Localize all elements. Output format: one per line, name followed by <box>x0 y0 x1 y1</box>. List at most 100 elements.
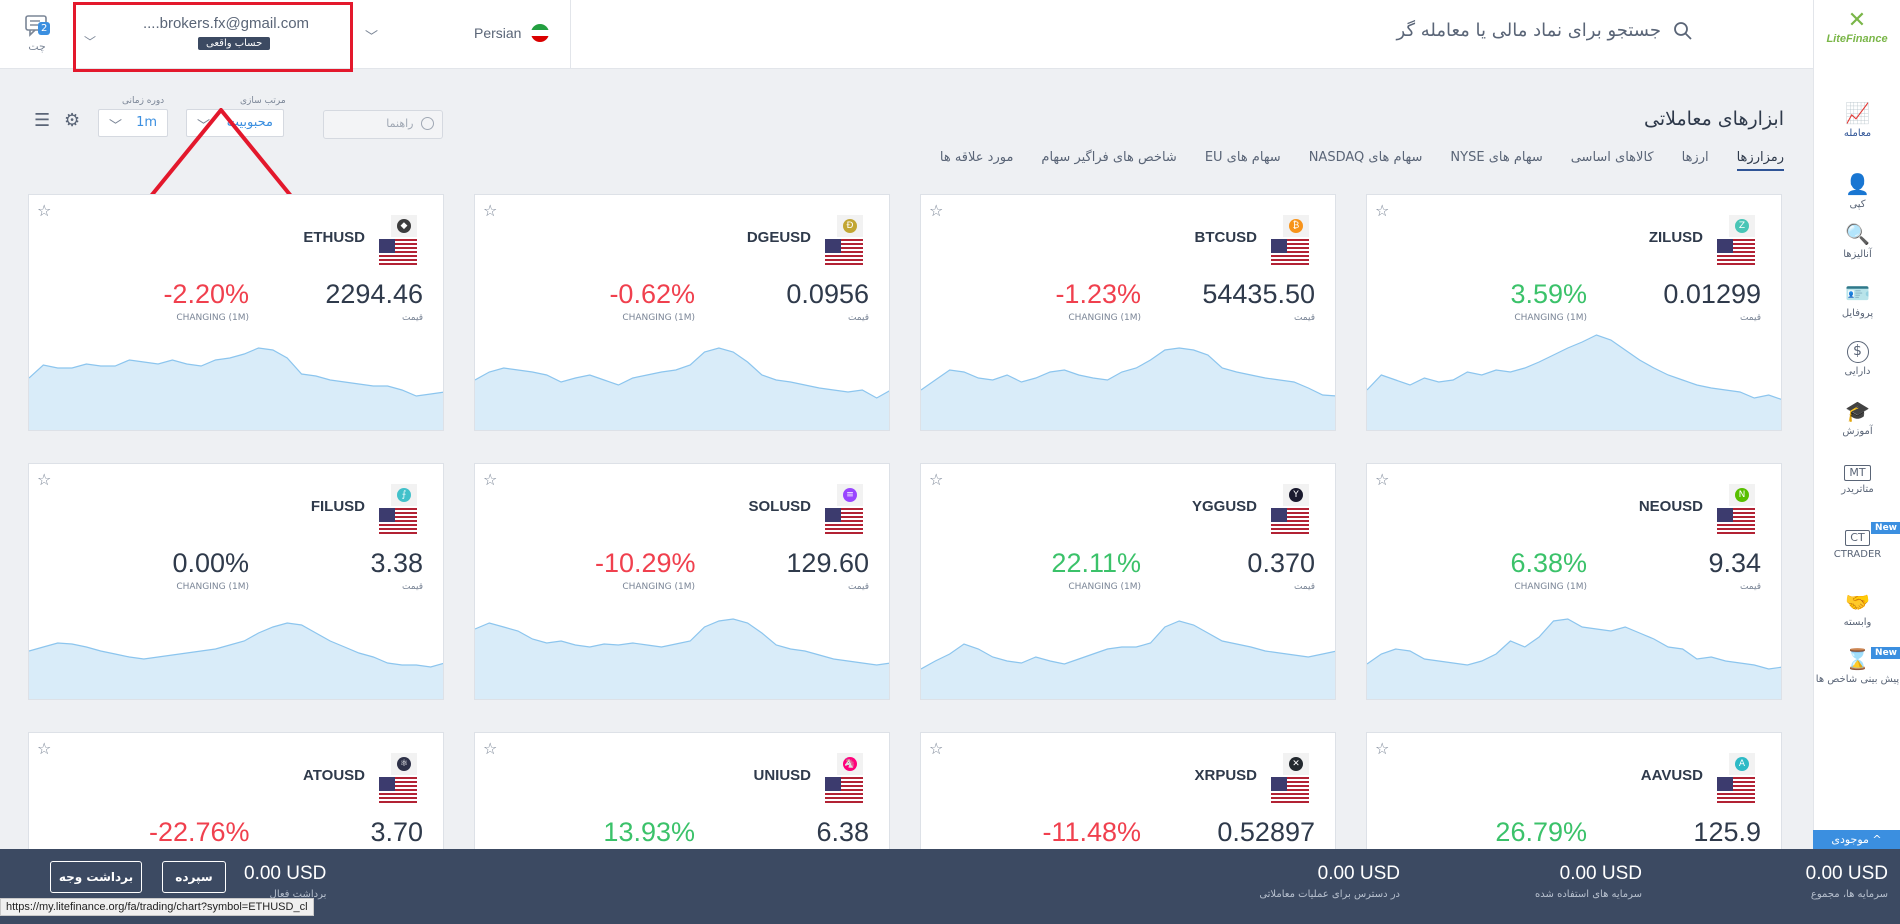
period-select[interactable]: ﹀ 1m <box>98 109 168 137</box>
star-icon[interactable]: ☆ <box>483 201 498 220</box>
tab-3[interactable]: سهام های NYSE <box>1450 150 1543 165</box>
instrument-change: -22.76% <box>149 817 250 847</box>
star-icon[interactable]: ☆ <box>483 470 498 489</box>
us-flag-icon <box>825 777 863 803</box>
guide-button[interactable]: راهنما <box>323 110 443 139</box>
instrument-symbol: SOLUSD <box>748 498 811 515</box>
deposit-button[interactable]: سپرده <box>162 861 226 893</box>
account-dropdown-chevron-icon[interactable]: ﹀ <box>365 30 379 45</box>
coin-glyph: ✕ <box>1289 757 1303 771</box>
nav-item-5[interactable]: 🎓 آموزش <box>1814 399 1900 437</box>
star-icon[interactable]: ☆ <box>37 470 52 489</box>
nav-item-8[interactable]: 🤝 وابسته <box>1814 590 1900 628</box>
nav-item-6[interactable]: MT متاتریدر <box>1814 457 1900 495</box>
education-icon: 🎓 <box>1845 399 1870 423</box>
nav-item-4[interactable]: $ دارایی <box>1814 341 1900 377</box>
stat-total: 0.00 USD سرمایه ها، مجموع <box>1806 863 1888 900</box>
star-icon[interactable]: ☆ <box>929 739 944 758</box>
sparkline-chart <box>921 620 1335 699</box>
star-icon[interactable]: ☆ <box>1375 470 1390 489</box>
star-icon[interactable]: ☆ <box>1375 739 1390 758</box>
stat-available-value: 0.00 USD <box>1317 863 1400 884</box>
tab-4[interactable]: سهام های NASDAQ <box>1308 150 1423 165</box>
instrument-symbol: FILUSD <box>310 498 365 515</box>
change-label: CHANGING (1M) <box>176 313 249 323</box>
instrument-change: -10.29% <box>595 548 696 578</box>
instrument-card[interactable]: ☆ YGGUSD Y 0.370 قیمت 22.11% CHANGING (1M) <box>920 463 1336 700</box>
nav-item-label: آنالیزها <box>1843 249 1872 260</box>
star-icon[interactable]: ☆ <box>1375 201 1390 220</box>
logo[interactable]: ✕ LiteFinance <box>1813 0 1900 69</box>
coin-glyph: 🦄 <box>843 757 857 771</box>
balance-toggle[interactable]: موجودی ^ <box>1813 830 1900 849</box>
tab-7[interactable]: مورد علاقه ها <box>939 150 1014 165</box>
sparkline-area <box>1367 619 1781 699</box>
tab-1[interactable]: ارزها <box>1681 150 1709 165</box>
us-flag-icon <box>1717 777 1755 803</box>
coin-icon: ⚛ <box>391 753 417 775</box>
nav-item-2[interactable]: 🔍 آنالیزها <box>1814 222 1900 260</box>
nav-item-7[interactable]: CT CTRADER New <box>1814 522 1900 560</box>
chat-label: چت <box>28 40 46 53</box>
nav-item-0[interactable]: 📈 معامله <box>1814 101 1900 139</box>
change-label: CHANGING (1M) <box>1514 582 1587 592</box>
right-nav: 📈 معامله 👤 کپی 🔍 آنالیزها 🪪 پروفایل $ دارایی 🎓 آموز… <box>1813 69 1900 924</box>
star-icon[interactable]: ☆ <box>483 739 498 758</box>
coin-icon: Ð <box>837 215 863 237</box>
search-icon <box>1674 21 1692 40</box>
language-selector[interactable]: Persian <box>474 24 550 42</box>
price-label: قیمت <box>1293 313 1315 323</box>
instrument-card[interactable]: ☆ SOLUSD ≡ 129.60 قیمت -10.29% CHANGING (1M) <box>474 463 890 700</box>
withdraw-button[interactable]: برداشت وجه <box>50 861 142 893</box>
star-icon[interactable]: ☆ <box>37 739 52 758</box>
star-icon[interactable]: ☆ <box>929 470 944 489</box>
us-flag-icon <box>1271 777 1309 803</box>
us-flag-icon <box>379 239 417 265</box>
coin-icon: Y <box>1283 484 1309 506</box>
tab-6[interactable]: شاخص های فراگیر سهام <box>1041 150 1177 165</box>
coin-icon: ≡ <box>837 484 863 506</box>
instrument-change: 3.59% <box>1510 279 1587 309</box>
us-flag-icon <box>1271 239 1309 265</box>
coin-icon: ◆ <box>391 215 417 237</box>
us-flag-icon <box>379 777 417 803</box>
chart-trade-icon: 📈 <box>1845 101 1870 125</box>
stat-pending-value: 0.00 USD <box>244 863 327 884</box>
coin-glyph: Z <box>1735 219 1749 233</box>
price-label: قیمت <box>1739 582 1761 592</box>
instrument-card[interactable]: ☆ NEOUSD N 9.34 قیمت 6.38% CHANGING (1M) <box>1366 463 1782 700</box>
star-icon[interactable]: ☆ <box>929 201 944 220</box>
search-input[interactable]: جستجو برای نماد مالی یا معامله گر <box>1396 20 1661 41</box>
nav-item-label: معامله <box>1843 128 1872 139</box>
chat-button[interactable]: 2 چت <box>14 14 60 60</box>
nav-item-9[interactable]: ⌛ پیش بینی شاخص ها New <box>1814 647 1900 685</box>
list-view-icon[interactable]: ☰ <box>34 110 51 131</box>
instrument-card[interactable]: ☆ FILUSD ⨍ 3.38 قیمت 0.00% CHANGING (1M) <box>28 463 444 700</box>
page-title: ابزارهای معاملاتی <box>1644 108 1784 130</box>
search-bar[interactable]: جستجو برای نماد مالی یا معامله گر <box>1397 20 1693 41</box>
sparkline-line <box>29 622 443 668</box>
instrument-card[interactable]: ☆ DGEUSD Ð 0.0956 قیمت -0.62% CHANGING (1M) <box>474 194 890 431</box>
sparkline-area <box>475 619 889 699</box>
instrument-card[interactable]: ☆ ETHUSD ◆ 2294.46 قیمت -2.20% CHANGING (1M) <box>28 194 444 431</box>
us-flag-icon <box>1717 508 1755 534</box>
instrument-card[interactable]: ☆ ZILUSD Z 0.01299 قیمت 3.59% CHANGING (1M) <box>1366 194 1782 431</box>
coin-icon: N <box>1729 484 1755 506</box>
sparkline-chart <box>29 622 443 699</box>
instrument-symbol: DGEUSD <box>746 229 811 246</box>
gear-icon[interactable]: ⚙ <box>64 110 81 131</box>
sparkline-chart <box>475 618 889 699</box>
tab-5[interactable]: سهام های EU <box>1204 150 1281 165</box>
sparkline-line <box>921 620 1335 670</box>
instrument-symbol: ZILUSD <box>1648 229 1703 246</box>
nav-item-3[interactable]: 🪪 پروفایل <box>1814 281 1900 319</box>
tab-0[interactable]: رمزارزها <box>1736 150 1784 171</box>
nav-item-1[interactable]: 👤 کپی <box>1814 172 1900 210</box>
change-label: CHANGING (1M) <box>1068 313 1141 323</box>
instrument-change: 6.38% <box>1510 548 1587 578</box>
price-label: قیمت <box>401 313 423 323</box>
account-selector[interactable]: ﹀ ....brokers.fx@gmail.com حساب واقعی <box>73 2 353 72</box>
instrument-card[interactable]: ☆ BTCUSD ₿ 54435.50 قیمت -1.23% CHANGING (1M) <box>920 194 1336 431</box>
star-icon[interactable]: ☆ <box>37 201 52 220</box>
tab-2[interactable]: کالاهای اساسی <box>1570 150 1654 165</box>
